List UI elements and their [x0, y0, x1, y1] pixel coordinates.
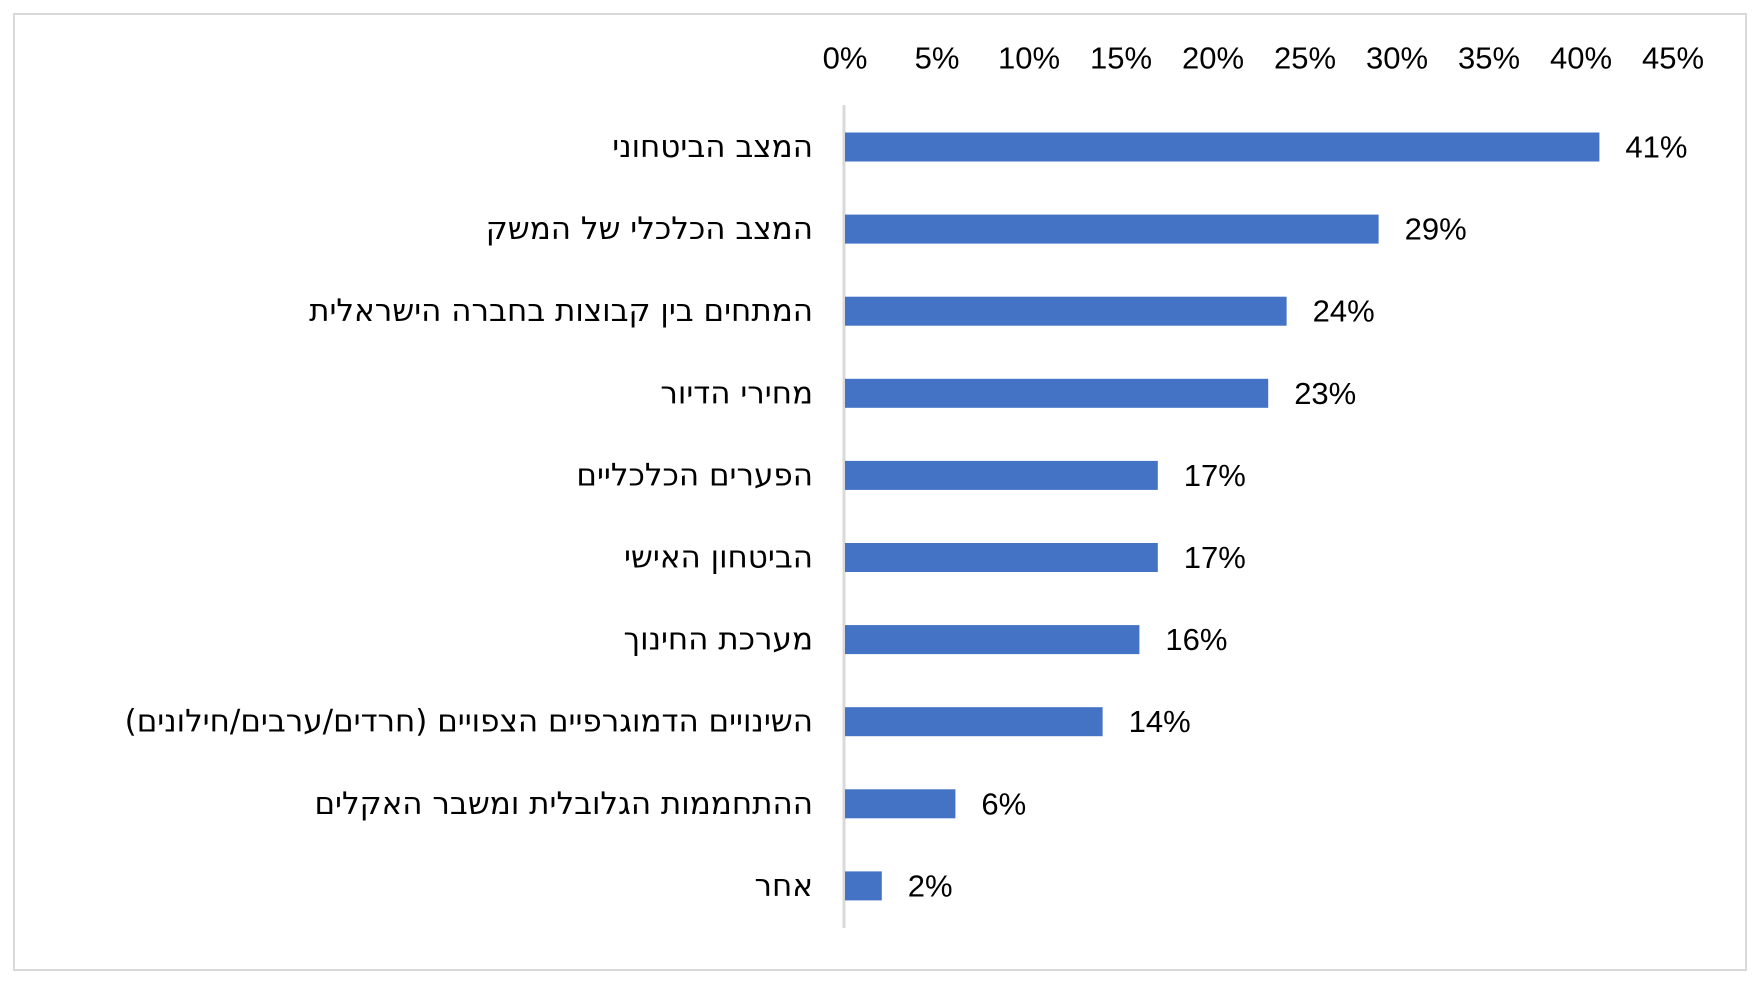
- bar: [845, 871, 882, 901]
- tick-label: 20%: [1182, 41, 1244, 76]
- bar: [845, 378, 1269, 408]
- category-label: המתחים בין קבוצות בחברה הישראלית: [309, 293, 813, 329]
- bar: [845, 707, 1103, 737]
- category-label: המצב הכלכלי של המשק: [486, 211, 813, 247]
- data-label: 16%: [1165, 622, 1227, 657]
- tick-label: 35%: [1458, 41, 1520, 76]
- bar-row: המתחים בין קבוצות בחברה הישראלית 24%: [309, 293, 1375, 329]
- data-label: 41%: [1625, 130, 1687, 165]
- bar: [845, 132, 1600, 162]
- tick-label: 15%: [1090, 41, 1152, 76]
- bar-row: המצב הכלכלי של המשק 29%: [486, 211, 1467, 247]
- tick-label: 25%: [1274, 41, 1336, 76]
- bar-row: השינויים הדמוגרפיים הצפויים (חרדים/ערבים…: [125, 704, 1191, 740]
- bar-row: מחירי הדיור 23%: [660, 375, 1356, 411]
- data-label: 23%: [1294, 376, 1356, 411]
- data-label: 29%: [1405, 212, 1467, 247]
- bar-row: המצב הביטחוני 41%: [612, 129, 1687, 165]
- bar-row: מערכת החינוך 16%: [623, 622, 1227, 658]
- tick-label: 0%: [823, 41, 868, 76]
- data-label: 2%: [908, 868, 953, 903]
- bar: [845, 460, 1158, 490]
- category-label: מערכת החינוך: [623, 622, 813, 658]
- category-label: אחר: [755, 868, 813, 904]
- tick-label: 30%: [1366, 41, 1428, 76]
- data-label: 17%: [1184, 540, 1246, 575]
- tick-label: 10%: [998, 41, 1060, 76]
- data-label: 14%: [1129, 704, 1191, 739]
- tick-label: 45%: [1642, 41, 1704, 76]
- category-label: המצב הביטחוני: [612, 129, 813, 165]
- category-label: הפערים הכלכליים: [576, 457, 813, 493]
- value-axis-ticks: 0% 5% 10% 15% 20% 25% 30% 35% 40% 45%: [823, 41, 1704, 76]
- bar-row: ההתחממות הגלובלית ומשבר האקלים 6%: [314, 786, 1026, 822]
- tick-label: 40%: [1550, 41, 1612, 76]
- tick-label: 5%: [915, 41, 960, 76]
- data-label: 17%: [1184, 458, 1246, 493]
- bars: המצב הביטחוני 41%המצב הכלכלי של המשק 29%המ…: [125, 129, 1688, 904]
- bar: [845, 625, 1140, 655]
- data-label: 6%: [981, 786, 1026, 821]
- category-label: השינויים הדמוגרפיים הצפויים (חרדים/ערבים…: [125, 704, 813, 740]
- category-label: הביטחון האישי: [624, 540, 813, 576]
- bar-row: הביטחון האישי 17%: [624, 540, 1246, 576]
- bar-row: אחר 2%: [755, 868, 953, 904]
- data-label: 24%: [1313, 294, 1375, 329]
- bar: [845, 543, 1158, 572]
- category-label: מחירי הדיור: [660, 375, 813, 411]
- bar: [845, 296, 1287, 326]
- bar: [845, 214, 1379, 244]
- category-label: ההתחממות הגלובלית ומשבר האקלים: [314, 786, 813, 822]
- bar: [845, 789, 956, 819]
- bar-row: הפערים הכלכליים 17%: [576, 457, 1245, 493]
